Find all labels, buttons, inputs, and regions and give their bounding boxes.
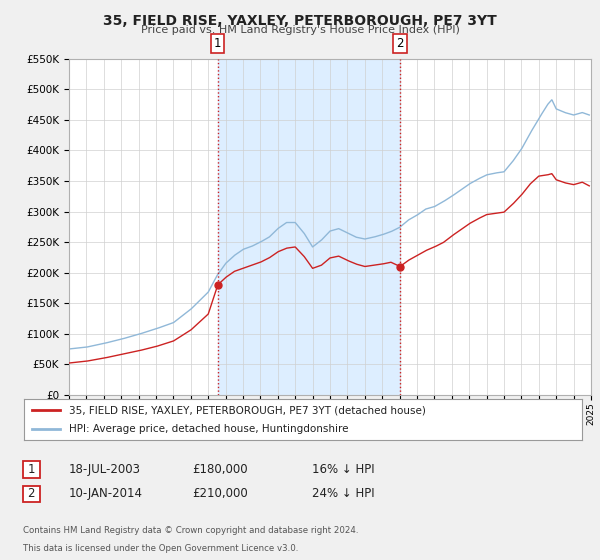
Text: 24% ↓ HPI: 24% ↓ HPI <box>312 487 374 501</box>
Text: 35, FIELD RISE, YAXLEY, PETERBOROUGH, PE7 3YT (detached house): 35, FIELD RISE, YAXLEY, PETERBOROUGH, PE… <box>68 405 425 415</box>
Text: 1: 1 <box>28 463 35 476</box>
Text: 18-JUL-2003: 18-JUL-2003 <box>69 463 141 476</box>
Bar <box>218 59 400 395</box>
Text: 2: 2 <box>397 38 404 50</box>
Text: 10-JAN-2014: 10-JAN-2014 <box>69 487 143 501</box>
Text: 16% ↓ HPI: 16% ↓ HPI <box>312 463 374 476</box>
Text: Contains HM Land Registry data © Crown copyright and database right 2024.: Contains HM Land Registry data © Crown c… <box>23 526 358 535</box>
Text: Price paid vs. HM Land Registry's House Price Index (HPI): Price paid vs. HM Land Registry's House … <box>140 25 460 35</box>
Text: £210,000: £210,000 <box>192 487 248 501</box>
Text: 2: 2 <box>28 487 35 501</box>
Text: 35, FIELD RISE, YAXLEY, PETERBOROUGH, PE7 3YT: 35, FIELD RISE, YAXLEY, PETERBOROUGH, PE… <box>103 14 497 28</box>
Text: £180,000: £180,000 <box>192 463 248 476</box>
Text: This data is licensed under the Open Government Licence v3.0.: This data is licensed under the Open Gov… <box>23 544 298 553</box>
Text: HPI: Average price, detached house, Huntingdonshire: HPI: Average price, detached house, Hunt… <box>68 424 348 433</box>
Text: 1: 1 <box>214 38 221 50</box>
